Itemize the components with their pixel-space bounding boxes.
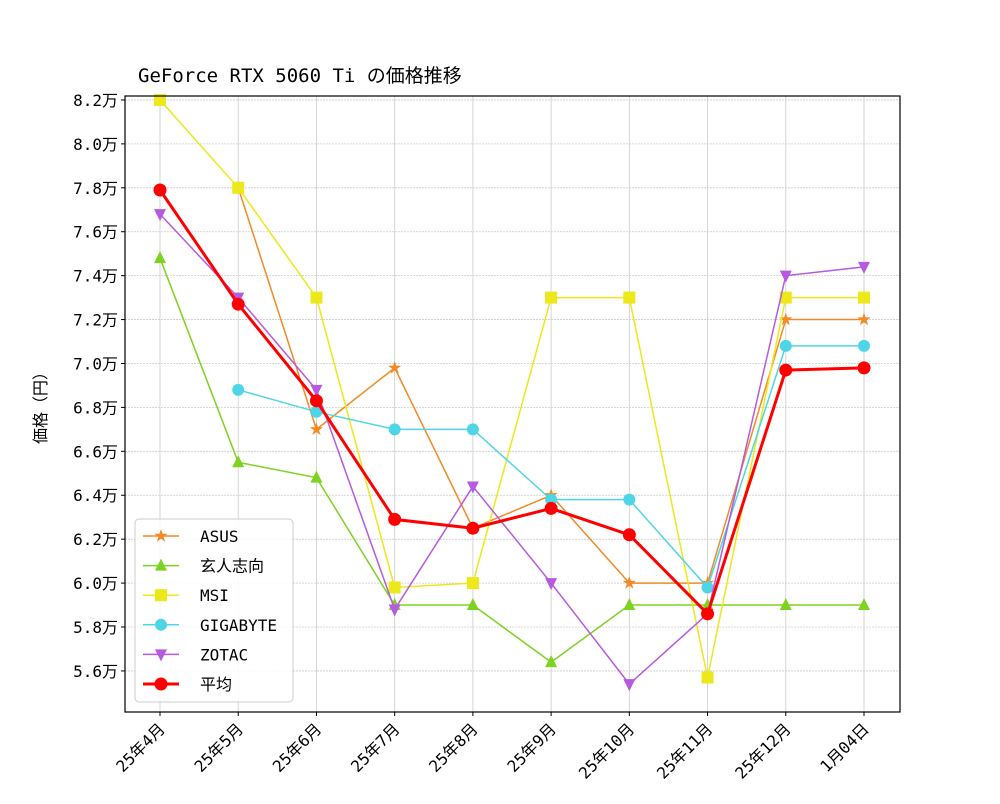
legend-label: GIGABYTE	[200, 616, 277, 635]
marker-square	[466, 577, 479, 590]
x-tick-label: 25年10月	[575, 719, 638, 782]
marker-circle	[701, 581, 714, 594]
marker-circle	[388, 512, 402, 526]
marker-triangle-down	[466, 481, 479, 494]
marker-star	[622, 576, 636, 589]
marker-square	[155, 589, 167, 602]
marker-triangle-up	[232, 455, 245, 468]
series-玄人志向	[154, 251, 870, 668]
marker-circle	[310, 405, 323, 418]
marker-triangle-up	[154, 251, 166, 264]
x-tick-label: 25年7月	[347, 719, 404, 776]
marker-triangle-up	[623, 598, 636, 611]
marker-square	[779, 291, 792, 304]
plot-frame	[124, 95, 901, 713]
x-tick-label: 25年4月	[112, 719, 169, 776]
legend-label: MSI	[200, 586, 229, 605]
marker-circle	[153, 183, 167, 197]
y-tick-label: 6.4万	[73, 486, 118, 505]
legend-label: 平均	[200, 675, 232, 694]
marker-circle	[231, 297, 245, 311]
marker-star	[857, 312, 871, 326]
y-tick-label: 8.0万	[73, 135, 118, 154]
marker-circle	[545, 493, 558, 506]
marker-square	[310, 291, 323, 304]
marker-circle	[466, 423, 479, 436]
marker-square	[858, 291, 870, 304]
marker-circle	[623, 493, 636, 506]
marker-circle	[544, 501, 558, 515]
x-tick-label: 25年8月	[425, 719, 482, 776]
marker-square	[232, 181, 245, 194]
legend-box	[134, 518, 294, 703]
marker-circle	[701, 607, 715, 621]
marker-square	[388, 581, 401, 594]
legend-label: ASUS	[200, 527, 239, 546]
marker-circle	[154, 677, 168, 691]
y-tick-label: 7.6万	[73, 223, 118, 242]
marker-square	[545, 291, 558, 304]
marker-triangle-up	[310, 470, 323, 483]
marker-square	[701, 671, 714, 684]
marker-circle	[779, 363, 793, 377]
marker-triangle-down	[154, 209, 166, 222]
series-line	[158, 189, 865, 617]
y-tick-label: 7.8万	[73, 179, 118, 198]
series-line	[159, 213, 865, 686]
marker-triangle-down	[155, 649, 167, 662]
marker-triangle-down	[858, 261, 870, 274]
y-tick-label: 6.8万	[73, 398, 118, 417]
marker-triangle-up	[545, 655, 558, 668]
y-tick-label: 5.8万	[73, 618, 118, 637]
marker-circle	[779, 339, 792, 352]
series-GIGABYTE	[232, 339, 870, 594]
y-tick-label: 5.6万	[73, 662, 118, 681]
x-tick-label: 25年5月	[191, 719, 248, 776]
marker-square	[623, 291, 636, 304]
x-tick-label: 25年6月	[269, 719, 326, 776]
marker-triangle-down	[388, 604, 401, 617]
y-tick-label: 7.0万	[73, 354, 118, 373]
legend-label: ZOTAC	[200, 645, 248, 664]
marker-circle	[309, 394, 323, 408]
marker-triangle-down	[623, 679, 636, 692]
marker-star	[779, 312, 793, 326]
marker-circle	[857, 361, 871, 375]
marker-circle	[388, 423, 401, 436]
marker-circle	[858, 339, 870, 352]
x-tick-label: 25年12月	[731, 719, 794, 782]
y-tick-label: 6.2万	[73, 530, 118, 549]
marker-triangle-down	[310, 384, 323, 397]
marker-circle	[155, 618, 167, 631]
marker-square	[154, 93, 166, 106]
series-line	[159, 257, 864, 664]
marker-star	[309, 422, 324, 435]
series-ZOTAC	[154, 209, 870, 692]
legend-label: 玄人志向	[200, 557, 264, 576]
y-tick-label: 6.0万	[73, 574, 118, 593]
marker-triangle-down	[779, 270, 792, 283]
marker-triangle-up	[858, 598, 870, 611]
y-tick-label: 6.6万	[73, 442, 118, 461]
chart-title: GeForce RTX 5060 Ti の価格推移	[138, 65, 462, 87]
marker-triangle-up	[155, 558, 167, 571]
y-tick-label: 7.2万	[73, 311, 118, 330]
series-平均	[153, 183, 871, 621]
x-tick-label: 25年11月	[653, 719, 716, 782]
x-tick-label: 1月04日	[816, 719, 873, 776]
x-tick-label: 25年9月	[503, 719, 560, 776]
y-axis-label: 価格（円）	[31, 364, 50, 444]
y-tick-label: 7.4万	[73, 267, 118, 286]
marker-star	[388, 360, 402, 374]
marker-triangle-up	[779, 598, 792, 611]
y-tick-label: 8.2万	[73, 91, 118, 110]
marker-triangle-up	[466, 598, 479, 611]
marker-star	[154, 529, 168, 542]
marker-circle	[232, 383, 245, 396]
marker-circle	[466, 521, 480, 535]
marker-triangle-down	[545, 578, 558, 591]
marker-circle	[622, 528, 636, 542]
